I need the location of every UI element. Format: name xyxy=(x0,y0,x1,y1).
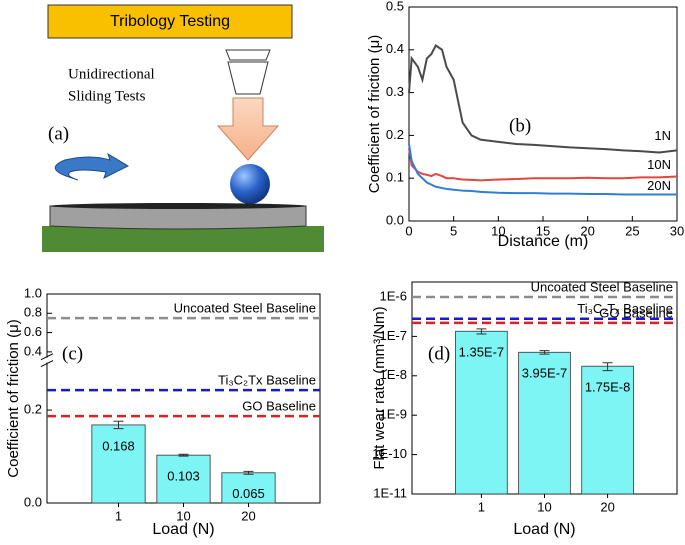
axis-break xyxy=(40,360,54,368)
y-tick-label: 1E-11 xyxy=(373,485,407,500)
y-tick-label: 0.4 xyxy=(24,343,42,358)
y-tick-label: 1.0 xyxy=(24,285,42,300)
y-tick-label: 1E-7 xyxy=(380,328,407,343)
x-tick-label: 10 xyxy=(176,508,190,523)
axis-break xyxy=(40,353,54,361)
x-tick-label: 10 xyxy=(491,223,505,238)
panel-label: (d) xyxy=(428,343,450,364)
y-axis-label: Coefficient of friction (μ) xyxy=(366,35,383,193)
base xyxy=(42,226,324,252)
caption: Unidirectional xyxy=(68,66,155,82)
diagram-title: Tribology Testing xyxy=(110,13,230,30)
x-tick-label: 1 xyxy=(478,499,485,514)
panel-a: Tribology Testing Unidirectional Sliding… xyxy=(42,4,324,252)
line-series xyxy=(408,143,677,196)
holder-top xyxy=(225,49,271,61)
holder xyxy=(227,61,269,95)
axis-break-gap xyxy=(39,357,55,363)
panel-label: (a) xyxy=(48,123,69,144)
baseline-label: GO Baseline xyxy=(242,399,316,414)
series-label: 1N xyxy=(654,128,671,143)
y-tick-label: 0.1 xyxy=(386,170,404,185)
x-tick-label: 20 xyxy=(241,508,255,523)
y-axis-label: Coefficient of friction (μ) xyxy=(5,319,22,477)
bar xyxy=(91,424,146,504)
error-bar xyxy=(476,328,487,335)
bar xyxy=(221,472,276,504)
error-bar xyxy=(243,470,254,475)
x-tick-label: 10 xyxy=(537,499,551,514)
bar-label: 3.95E-7 xyxy=(522,366,568,381)
line-series xyxy=(408,148,678,182)
baseline-label: Uncoated Steel Baseline xyxy=(174,301,316,316)
x-axis-label: Distance (m) xyxy=(498,233,589,250)
x-tick-label: 0 xyxy=(405,223,412,238)
series-label: 20N xyxy=(647,178,671,193)
y-tick-label: 0.5 xyxy=(386,0,404,13)
y-tick-label: 0.4 xyxy=(386,41,404,56)
y-tick-label: 1E-8 xyxy=(380,367,407,382)
y-tick-label: 0.8 xyxy=(24,305,42,320)
x-tick-label: 25 xyxy=(625,223,639,238)
bar-label: 0.065 xyxy=(232,486,265,501)
series-label: 10N xyxy=(647,157,671,172)
load-arrow xyxy=(216,97,280,161)
baseline-label: Ti₃C₂Tₓ Baseline xyxy=(577,301,673,316)
disk-top xyxy=(50,203,306,209)
error-bar xyxy=(113,420,124,430)
x-axis-label: Load (N) xyxy=(513,521,575,538)
y-tick-label: 0.0 xyxy=(386,212,404,227)
panel-label: (b) xyxy=(509,115,531,136)
line-series xyxy=(408,44,678,154)
panel-label: (c) xyxy=(62,343,83,364)
rotation-arrow xyxy=(54,152,130,181)
bar-label: 1.75E-8 xyxy=(585,380,631,395)
bar xyxy=(455,330,508,495)
y-tick-label: 1E-10 xyxy=(372,446,407,461)
bar-label: 0.103 xyxy=(167,469,200,484)
title-box xyxy=(47,4,293,39)
x-axis-label: Load (N) xyxy=(152,521,214,538)
x-tick-label: 5 xyxy=(450,223,457,238)
baseline-label: GO Baseline xyxy=(599,305,673,320)
error-bar xyxy=(602,362,613,372)
baseline-label: Uncoated Steel Baseline xyxy=(531,279,673,294)
y-tick-label: 0.2 xyxy=(386,127,404,142)
bar-label: 1.35E-7 xyxy=(459,345,505,360)
x-tick-label: 30 xyxy=(670,223,684,238)
y-tick-label: 1E-9 xyxy=(380,407,407,422)
caption: Sliding Tests xyxy=(68,88,146,104)
y-axis-label: Flat wear rate (mm³/Nm) xyxy=(371,306,388,469)
y-tick-label: 0.0 xyxy=(24,494,42,509)
x-tick-label: 20 xyxy=(580,223,594,238)
ball xyxy=(230,164,270,204)
x-tick-label: 15 xyxy=(536,223,550,238)
error-bar xyxy=(539,350,550,355)
y-tick-label: 0.6 xyxy=(24,324,42,339)
x-tick-label: 20 xyxy=(600,499,614,514)
x-tick-label: 1 xyxy=(115,508,122,523)
disk xyxy=(49,205,307,230)
y-tick-label: 1E-6 xyxy=(380,288,407,303)
error-bar xyxy=(178,453,189,457)
y-tick-label: 0.3 xyxy=(386,84,404,99)
y-tick-label: 0.2 xyxy=(24,402,42,417)
baseline-label: Ti₃C₂Tx Baseline xyxy=(218,373,316,388)
bar-label: 0.168 xyxy=(102,438,135,453)
